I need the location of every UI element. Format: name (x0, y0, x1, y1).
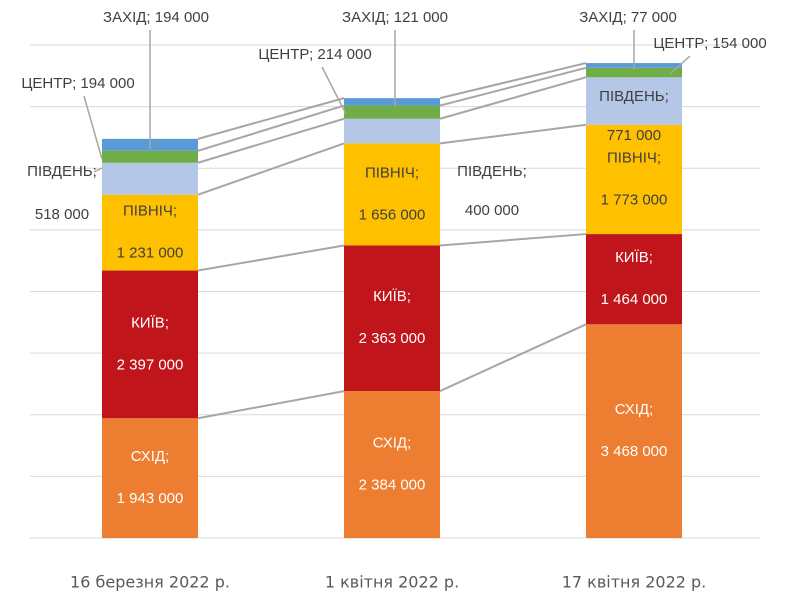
data-label: 1 656 000 (359, 206, 426, 223)
series-line (439, 62, 587, 100)
bar-segment (586, 67, 682, 78)
bar-segment (344, 391, 440, 538)
data-label: СХІД; (615, 401, 654, 418)
data-label: 771 000 (607, 127, 661, 144)
bar-segment (344, 245, 440, 392)
series-line (197, 97, 345, 140)
data-label: ЗАХІД; 194 000 (103, 9, 209, 26)
series-line (197, 390, 345, 420)
data-label: ПІВНІЧ; (607, 149, 661, 166)
series-line (197, 117, 345, 164)
data-label: 2 384 000 (359, 477, 426, 494)
data-label: СХІД; (373, 435, 412, 452)
data-label: ПІВНІЧ; (123, 203, 177, 220)
data-label: 518 000 (35, 206, 89, 223)
bar-segment (586, 234, 682, 325)
bar-segment (586, 124, 682, 235)
data-label: ЗАХІД; 121 000 (342, 9, 448, 26)
bar-segment (102, 162, 198, 195)
bar-segment (102, 194, 198, 271)
data-label: ПІВНІЧ; (365, 164, 419, 181)
data-label: 3 468 000 (601, 443, 668, 460)
data-label: 1 773 000 (601, 191, 668, 208)
bar-segment (344, 143, 440, 246)
bar-segment (344, 118, 440, 144)
series-line (197, 142, 345, 196)
data-label: 2 363 000 (359, 330, 426, 347)
leader-line (83, 95, 103, 160)
data-label: ЦЕНТР; 194 000 (21, 75, 134, 92)
series-line (197, 104, 345, 152)
bar-segment (102, 418, 198, 538)
data-label: 1 943 000 (117, 490, 184, 507)
x-tick-label: 16 березня 2022 р. (70, 573, 230, 592)
series-line (439, 233, 587, 247)
bar-segment (344, 98, 440, 106)
data-label: КИЇВ; (615, 249, 653, 266)
series-line (197, 244, 345, 272)
data-label: 2 397 000 (117, 356, 184, 373)
bar-segment (586, 324, 682, 538)
data-label: ЦЕНТР; 214 000 (258, 46, 371, 63)
data-label: КИЇВ; (131, 314, 169, 331)
data-label: ПІВДЕНЬ; (599, 88, 669, 105)
x-tick-label: 1 квітня 2022 р. (325, 573, 459, 592)
data-label: КИЇВ; (373, 288, 411, 305)
data-label: ПІВДЕНЬ; (457, 163, 527, 180)
data-label: 1 464 000 (601, 291, 668, 308)
bar-segment (102, 150, 198, 163)
series-line (439, 123, 587, 145)
series-line (439, 323, 587, 392)
bar-segment (344, 105, 440, 119)
series-line (439, 76, 587, 120)
x-tick-label: 17 квітня 2022 р. (562, 573, 707, 592)
data-label: СХІД; (131, 448, 170, 465)
data-label: 400 000 (465, 202, 519, 219)
data-label: ЦЕНТР; 154 000 (653, 35, 766, 52)
bar-segment (102, 270, 198, 419)
series-line (439, 66, 587, 107)
data-label: 1 231 000 (117, 245, 184, 262)
bar-segment (586, 77, 682, 125)
data-label: ЗАХІД; 77 000 (579, 9, 677, 26)
leader-line (321, 66, 347, 115)
data-label: ПІВДЕНЬ; (27, 163, 97, 180)
leader-line (93, 167, 103, 173)
leader-line (669, 55, 691, 75)
